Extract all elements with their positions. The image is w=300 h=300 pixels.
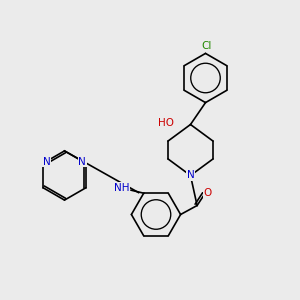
Text: O: O [203,188,212,198]
Text: N: N [78,157,86,167]
Text: HO: HO [158,118,174,128]
Text: N: N [43,157,51,167]
Text: NH: NH [114,183,130,193]
Text: Cl: Cl [202,41,212,51]
Text: N: N [187,170,194,181]
